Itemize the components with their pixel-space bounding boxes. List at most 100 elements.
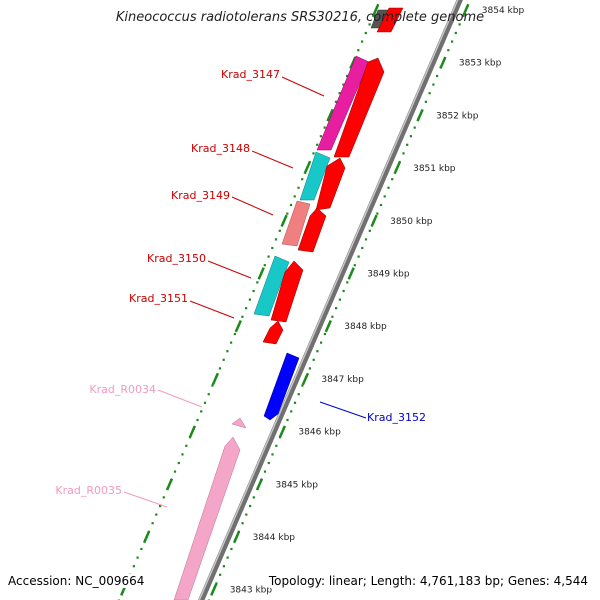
right-tick-dot [335, 307, 338, 310]
left-tick-dot [185, 444, 188, 447]
left-tick-dot [256, 281, 259, 284]
right-tick-dot [368, 229, 371, 232]
right-tick-dot [409, 135, 412, 138]
right-tick-dot [226, 556, 229, 559]
left-tick-dot [222, 358, 225, 361]
right-tick-dot [219, 573, 222, 576]
left-tick-dot [334, 100, 337, 103]
genome-axis-highlight [198, 0, 459, 600]
genome-axis-line [198, 0, 463, 600]
scale-label: 3853 kbp [459, 59, 502, 69]
gene-feature-red-3[interactable] [297, 207, 327, 253]
right-tick-dot [271, 453, 274, 456]
right-tick-dot [387, 186, 390, 189]
right-tick-dot [275, 444, 278, 447]
gene-label-krad-3149[interactable]: Krad_3149 [171, 189, 230, 202]
gene-feature-red-1[interactable] [333, 57, 385, 158]
gene-feature-krad-3151[interactable] [262, 320, 284, 345]
gene-feature-krad-3150[interactable] [253, 255, 290, 317]
gene-label-krad-r0035[interactable]: Krad_R0035 [55, 484, 122, 497]
right-tick-dot [267, 461, 270, 465]
left-tick-dot [226, 350, 229, 353]
right-tick-dot [424, 100, 427, 103]
scale-label: 3844 kbp [253, 533, 296, 543]
right-tick-dot [357, 255, 360, 258]
gene-label-krad-r0034[interactable]: Krad_R0034 [89, 383, 156, 396]
major-tick-left [234, 319, 242, 333]
left-tick-dot [308, 160, 311, 164]
right-tick-dot [338, 298, 341, 301]
left-tick-dot [267, 255, 270, 258]
left-tick-dot [271, 246, 274, 250]
gene-label-krad-3148[interactable]: Krad_3148 [191, 142, 250, 155]
right-tick-dot [230, 547, 233, 551]
left-tick-dot [207, 393, 210, 396]
right-tick-dot [432, 83, 435, 86]
gene-labels: Krad_3147 Krad_3148 Krad_3149 Krad_3150 … [55, 68, 426, 497]
scale-label: 3843 kbp [230, 586, 273, 596]
right-tick-dot [398, 160, 401, 164]
major-tick [416, 109, 424, 122]
left-tick-dot [361, 40, 364, 43]
major-tick-left [326, 109, 334, 122]
genome-summary-text: Topology: linear; Length: 4,761,183 bp; … [268, 574, 588, 588]
gene-feature-red-2[interactable] [315, 157, 346, 211]
scale-label: 3851 kbp [413, 164, 456, 174]
callout-line-krad-r0035 [123, 491, 168, 508]
gene-label-krad-3152[interactable]: Krad_3152 [367, 411, 426, 424]
major-tick-left [280, 214, 288, 228]
scale-label: 3852 kbp [436, 111, 479, 121]
major-tick [278, 425, 287, 438]
major-tick [370, 214, 378, 228]
gene-feature-red-4[interactable] [270, 260, 304, 323]
right-tick-dot [308, 367, 311, 370]
right-tick-dot [361, 246, 364, 250]
callout-lines [123, 76, 367, 508]
gene-label-krad-3150[interactable]: Krad_3150 [147, 252, 206, 265]
gene-label-krad-3151[interactable]: Krad_3151 [129, 292, 188, 305]
left-tick-dot [173, 470, 177, 473]
major-tick-left [303, 161, 311, 175]
right-tick-dot [286, 418, 289, 422]
left-tick-dot [252, 289, 255, 293]
scale-label: 3846 kbp [298, 428, 341, 438]
left-tick-dot [151, 522, 154, 525]
right-tick-dot [297, 393, 300, 396]
left-tick-dot [132, 565, 135, 568]
gene-feature-krad-3148[interactable] [299, 151, 331, 201]
major-tick [255, 478, 264, 491]
left-tick-dot [357, 49, 360, 52]
scale-label: 3849 kbp [367, 270, 410, 280]
left-tick-dot [323, 126, 326, 129]
right-tick-dot [402, 152, 405, 155]
callout-line-krad-3151 [189, 300, 235, 319]
major-tick [393, 161, 401, 175]
left-tick-dot [312, 152, 315, 155]
left-tick-dot [338, 92, 341, 95]
callout-line-krad-3148 [251, 150, 294, 169]
gene-feature-krad-r0034[interactable] [231, 417, 247, 429]
right-tick-dot [323, 332, 326, 336]
gene-feature-krad-r0035[interactable] [173, 436, 241, 600]
left-tick-dot [181, 453, 184, 456]
scale-label: 3850 kbp [390, 217, 433, 227]
right-tick-dot [290, 410, 293, 413]
left-tick-dot [218, 367, 221, 370]
left-tick-dot [346, 74, 349, 78]
left-tick-dot [155, 513, 158, 516]
right-tick-dot [222, 565, 225, 568]
left-tick-dot [342, 83, 345, 86]
right-tick-dot [458, 23, 461, 26]
gene-feature-krad-3149[interactable] [281, 200, 311, 247]
callout-line-krad-3152 [319, 401, 367, 419]
gene-feature-krad-3152[interactable] [263, 352, 300, 421]
right-tick-dot [320, 341, 323, 344]
left-tick-dot [241, 315, 244, 318]
gene-label-krad-3147[interactable]: Krad_3147 [221, 68, 280, 81]
left-tick-dot [289, 203, 293, 207]
left-tick-dot [248, 298, 251, 301]
right-tick-dot [342, 289, 345, 293]
major-tick [439, 56, 447, 69]
right-tick-dot [215, 582, 218, 585]
major-tick [301, 372, 310, 386]
